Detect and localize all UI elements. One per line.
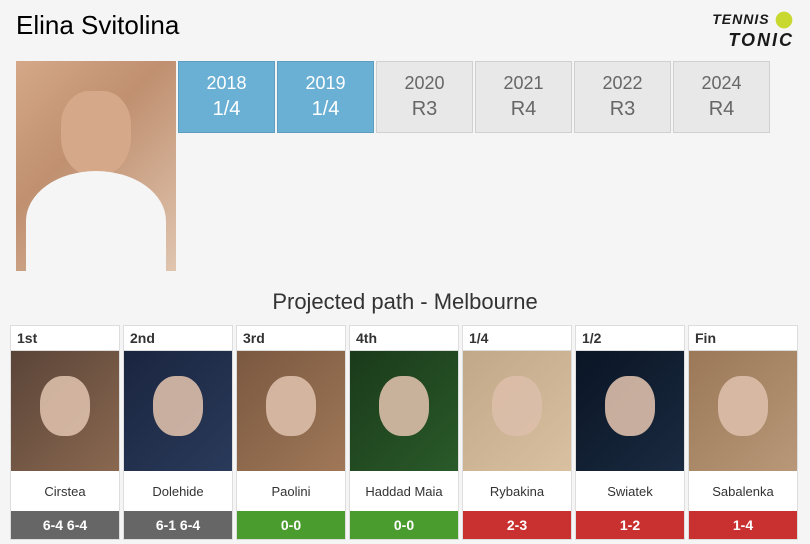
year-result: 1/4 bbox=[213, 98, 241, 121]
opponent-result: 6-1 6-4 bbox=[124, 511, 232, 539]
opponent-card: Fin Sabalenka1-4 bbox=[688, 325, 798, 540]
logo: TENNIS TONIC bbox=[712, 10, 794, 51]
opponent-result: 1-2 bbox=[576, 511, 684, 539]
year-result: R3 bbox=[412, 98, 438, 121]
year-result: R3 bbox=[610, 98, 636, 121]
year-box-2018: 2018 1/4 bbox=[178, 61, 275, 133]
opponent-name: Swiatek bbox=[576, 471, 684, 511]
opponent-card: 2nd Dolehide6-1 6-4 bbox=[123, 325, 233, 540]
year-result: 1/4 bbox=[312, 98, 340, 121]
year-label: 2024 bbox=[701, 73, 741, 94]
logo-text-bottom: TONIC bbox=[712, 30, 794, 51]
year-boxes: 2018 1/4 2019 1/4 2020 R3 2021 R4 2022 R3 2024 R4 bbox=[178, 61, 770, 133]
tennis-ball-icon bbox=[774, 10, 794, 30]
opponent-name: Rybakina bbox=[463, 471, 571, 511]
opponent-photo bbox=[463, 351, 571, 471]
opponent-result: 1-4 bbox=[689, 511, 797, 539]
year-result: R4 bbox=[709, 98, 735, 121]
projected-title: Projected path - Melbourne bbox=[0, 289, 810, 315]
path-section: 1st Cirstea6-4 6-4 2nd Dolehide6-1 6-4 3rd Pa… bbox=[0, 325, 810, 540]
year-label: 2022 bbox=[602, 73, 642, 94]
opponent-card: 1/4 Rybakina2-3 bbox=[462, 325, 572, 540]
opponent-name: Sabalenka bbox=[689, 471, 797, 511]
player-name: Elina Svitolina bbox=[16, 10, 179, 41]
opponent-round: 2nd bbox=[124, 326, 232, 351]
opponent-name: Haddad Maia bbox=[350, 471, 458, 511]
opponent-result: 0-0 bbox=[237, 511, 345, 539]
year-box-2021: 2021 R4 bbox=[475, 61, 572, 133]
year-box-2019: 2019 1/4 bbox=[277, 61, 374, 133]
header: Elina Svitolina TENNIS TONIC bbox=[0, 0, 810, 61]
opponent-card: 1/2 Swiatek1-2 bbox=[575, 325, 685, 540]
year-label: 2019 bbox=[305, 73, 345, 94]
opponent-result: 6-4 6-4 bbox=[11, 511, 119, 539]
logo-text-top: TENNIS bbox=[712, 11, 769, 27]
opponent-round: 1st bbox=[11, 326, 119, 351]
year-label: 2018 bbox=[206, 73, 246, 94]
opponent-photo bbox=[350, 351, 458, 471]
opponent-round: Fin bbox=[689, 326, 797, 351]
year-label: 2021 bbox=[503, 73, 543, 94]
year-box-2024: 2024 R4 bbox=[673, 61, 770, 133]
player-photo bbox=[16, 61, 176, 271]
opponent-card: 4th Haddad Maia0-0 bbox=[349, 325, 459, 540]
opponent-photo bbox=[237, 351, 345, 471]
opponent-round: 3rd bbox=[237, 326, 345, 351]
opponent-photo bbox=[11, 351, 119, 471]
opponent-photo bbox=[576, 351, 684, 471]
opponent-name: Cirstea bbox=[11, 471, 119, 511]
year-box-2020: 2020 R3 bbox=[376, 61, 473, 133]
opponent-round: 1/2 bbox=[576, 326, 684, 351]
opponent-round: 1/4 bbox=[463, 326, 571, 351]
opponent-card: 3rd Paolini0-0 bbox=[236, 325, 346, 540]
year-box-2022: 2022 R3 bbox=[574, 61, 671, 133]
year-label: 2020 bbox=[404, 73, 444, 94]
year-result: R4 bbox=[511, 98, 537, 121]
opponent-photo bbox=[689, 351, 797, 471]
opponent-name: Paolini bbox=[237, 471, 345, 511]
opponent-result: 0-0 bbox=[350, 511, 458, 539]
opponent-card: 1st Cirstea6-4 6-4 bbox=[10, 325, 120, 540]
history-section: 2018 1/4 2019 1/4 2020 R3 2021 R4 2022 R3 2024 R4 bbox=[0, 61, 810, 271]
opponent-photo bbox=[124, 351, 232, 471]
opponent-name: Dolehide bbox=[124, 471, 232, 511]
opponent-round: 4th bbox=[350, 326, 458, 351]
opponent-result: 2-3 bbox=[463, 511, 571, 539]
